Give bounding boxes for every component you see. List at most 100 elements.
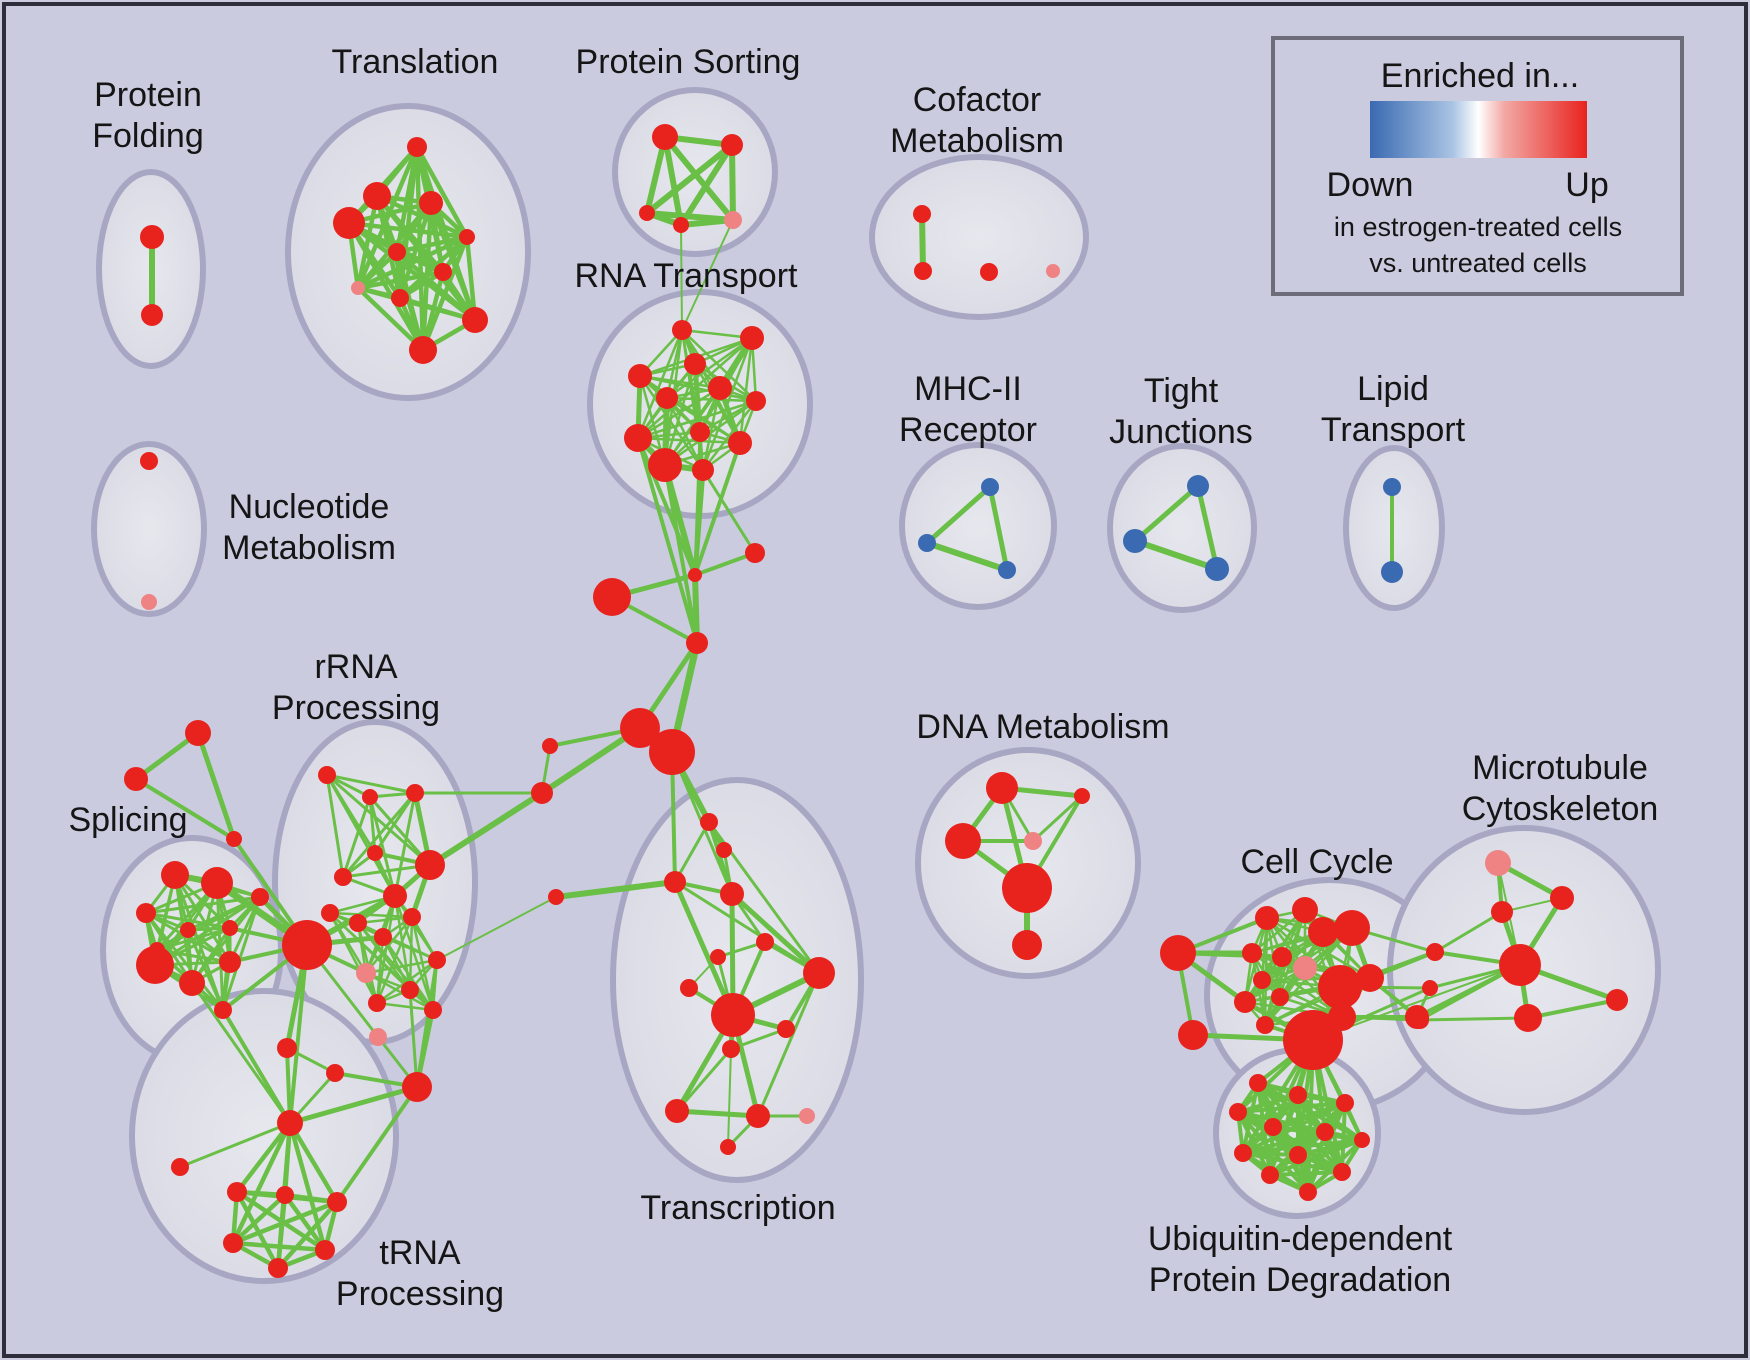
- graph-node[interactable]: [369, 1028, 387, 1046]
- graph-node[interactable]: [227, 1182, 247, 1202]
- graph-node[interactable]: [684, 353, 706, 375]
- graph-node[interactable]: [1012, 930, 1042, 960]
- graph-node[interactable]: [918, 534, 936, 552]
- graph-node[interactable]: [219, 951, 241, 973]
- graph-node[interactable]: [673, 217, 689, 233]
- graph-node[interactable]: [185, 720, 211, 746]
- graph-node[interactable]: [1229, 1103, 1247, 1121]
- graph-node[interactable]: [383, 884, 407, 908]
- graph-node[interactable]: [1499, 944, 1541, 986]
- graph-node[interactable]: [1255, 906, 1279, 930]
- graph-node[interactable]: [222, 920, 238, 936]
- graph-node[interactable]: [1336, 1094, 1354, 1112]
- graph-node[interactable]: [223, 1233, 243, 1253]
- graph-node[interactable]: [277, 1110, 303, 1136]
- graph-node[interactable]: [1491, 901, 1513, 923]
- graph-node[interactable]: [746, 1104, 770, 1128]
- graph-node[interactable]: [986, 772, 1018, 804]
- graph-node[interactable]: [462, 307, 488, 333]
- graph-node[interactable]: [652, 124, 678, 150]
- graph-node[interactable]: [1123, 529, 1147, 553]
- graph-node[interactable]: [728, 431, 752, 455]
- graph-node[interactable]: [1308, 917, 1338, 947]
- graph-node[interactable]: [688, 568, 702, 582]
- graph-node[interactable]: [1264, 1118, 1282, 1136]
- graph-node[interactable]: [1046, 264, 1060, 278]
- graph-node[interactable]: [434, 263, 452, 281]
- graph-node[interactable]: [1205, 557, 1229, 581]
- graph-node[interactable]: [140, 452, 158, 470]
- graph-node[interactable]: [720, 1139, 736, 1155]
- graph-node[interactable]: [1411, 1011, 1429, 1029]
- graph-node[interactable]: [1383, 478, 1401, 496]
- graph-node[interactable]: [721, 134, 743, 156]
- graph-node[interactable]: [692, 459, 714, 481]
- graph-node[interactable]: [656, 387, 678, 409]
- graph-node[interactable]: [1242, 943, 1262, 963]
- graph-node[interactable]: [321, 904, 339, 922]
- graph-node[interactable]: [1074, 788, 1090, 804]
- graph-node[interactable]: [803, 957, 835, 989]
- graph-node[interactable]: [628, 364, 652, 388]
- graph-node[interactable]: [356, 963, 376, 983]
- graph-node[interactable]: [419, 191, 443, 215]
- graph-node[interactable]: [1261, 1166, 1279, 1184]
- graph-node[interactable]: [367, 845, 383, 861]
- graph-node[interactable]: [171, 1158, 189, 1176]
- graph-node[interactable]: [1271, 988, 1289, 1006]
- graph-node[interactable]: [141, 304, 163, 326]
- graph-node[interactable]: [1354, 1132, 1370, 1148]
- graph-node[interactable]: [1422, 980, 1438, 996]
- graph-node[interactable]: [1426, 943, 1444, 961]
- graph-node[interactable]: [407, 137, 427, 157]
- graph-node[interactable]: [1178, 1020, 1208, 1050]
- graph-node[interactable]: [424, 1001, 442, 1019]
- graph-node[interactable]: [624, 424, 652, 452]
- graph-node[interactable]: [745, 543, 765, 563]
- graph-node[interactable]: [665, 1099, 689, 1123]
- graph-node[interactable]: [1160, 935, 1196, 971]
- graph-node[interactable]: [277, 1038, 297, 1058]
- graph-node[interactable]: [333, 207, 365, 239]
- graph-node[interactable]: [649, 729, 695, 775]
- graph-node[interactable]: [362, 789, 378, 805]
- graph-node[interactable]: [403, 908, 421, 926]
- graph-node[interactable]: [391, 289, 409, 307]
- graph-node[interactable]: [777, 1020, 795, 1038]
- graph-node[interactable]: [1328, 1003, 1356, 1031]
- graph-node[interactable]: [720, 882, 744, 906]
- graph-node[interactable]: [945, 823, 981, 859]
- graph-node[interactable]: [710, 949, 726, 965]
- graph-node[interactable]: [140, 225, 164, 249]
- graph-node[interactable]: [327, 1192, 347, 1212]
- graph-node[interactable]: [1283, 1010, 1343, 1070]
- graph-node[interactable]: [1234, 991, 1256, 1013]
- graph-node[interactable]: [1299, 1183, 1317, 1201]
- graph-node[interactable]: [664, 871, 686, 893]
- graph-node[interactable]: [981, 478, 999, 496]
- graph-node[interactable]: [374, 928, 392, 946]
- graph-node[interactable]: [406, 784, 424, 802]
- graph-node[interactable]: [1485, 850, 1511, 876]
- graph-node[interactable]: [409, 336, 437, 364]
- graph-node[interactable]: [716, 842, 732, 858]
- graph-node[interactable]: [201, 867, 233, 899]
- graph-node[interactable]: [315, 1240, 335, 1260]
- graph-node[interactable]: [318, 766, 336, 784]
- graph-node[interactable]: [686, 632, 708, 654]
- graph-node[interactable]: [1249, 1074, 1267, 1092]
- graph-node[interactable]: [136, 946, 174, 984]
- graph-node[interactable]: [1234, 1144, 1252, 1162]
- graph-node[interactable]: [1289, 1086, 1307, 1104]
- graph-node[interactable]: [161, 861, 189, 889]
- graph-node[interactable]: [711, 993, 755, 1037]
- graph-node[interactable]: [214, 1001, 232, 1019]
- graph-node[interactable]: [722, 1040, 740, 1058]
- graph-node[interactable]: [1606, 989, 1628, 1011]
- graph-node[interactable]: [276, 1186, 294, 1204]
- graph-node[interactable]: [388, 243, 406, 261]
- graph-node[interactable]: [368, 994, 386, 1012]
- graph-node[interactable]: [1316, 1123, 1334, 1141]
- graph-node[interactable]: [401, 981, 419, 999]
- graph-node[interactable]: [124, 767, 148, 791]
